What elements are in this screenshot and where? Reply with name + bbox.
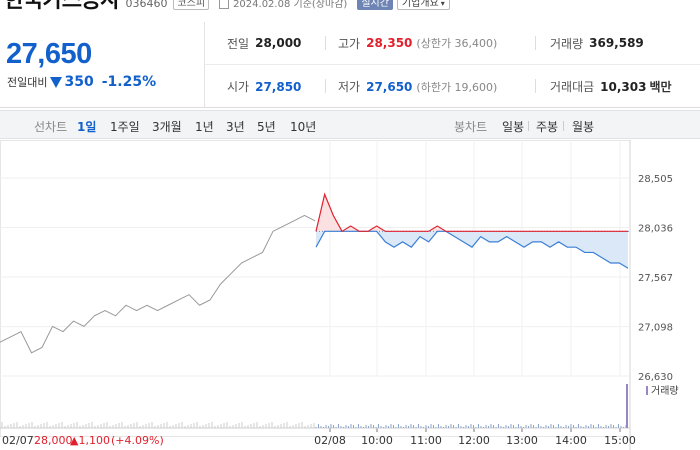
stat-unit: 백만 xyxy=(649,80,672,94)
candle-daily[interactable]: 일봉 xyxy=(502,120,525,134)
divider xyxy=(528,121,529,131)
stock-code: 036460 xyxy=(125,0,168,10)
period-3y[interactable]: 3년 xyxy=(226,120,245,134)
chart-toolbar: 선차트 1일 1주일 3개월 1년 3년 5년 10년 봉차트 일봉 주봉 월봉 xyxy=(0,110,700,139)
chevron-down-icon: ▾ xyxy=(440,0,445,8)
y-tick-label: 27,567 xyxy=(638,273,673,284)
divider xyxy=(325,79,326,93)
stat-sub: (상한가 36,400) xyxy=(416,37,498,50)
company-info-button[interactable]: 기업개요 ▾ xyxy=(396,0,450,10)
title-strip: 한국가스공사 036460 코스피 2024.02.08 기준(장마감) 실시간… xyxy=(0,0,700,14)
stat-prev-close: 전일 28,000 xyxy=(227,35,301,52)
volume-legend-swatch xyxy=(646,386,648,395)
stat-value: 28,350 xyxy=(366,36,413,50)
stat-amount: 거래대금 10,303 백만 xyxy=(550,78,672,95)
y-tick-label: 28,036 xyxy=(638,224,673,235)
period-10y[interactable]: 10년 xyxy=(290,120,317,134)
period-3m[interactable]: 3개월 xyxy=(152,120,182,134)
y-tick-label: 26,630 xyxy=(638,372,673,383)
date-text: 2024.02.08 기준(장마감) xyxy=(233,0,348,10)
divider xyxy=(535,79,536,93)
stat-value: 27,650 xyxy=(366,79,413,94)
prev-pct-label: (+4.09%) xyxy=(111,434,164,447)
today-line-above xyxy=(315,192,628,233)
divider xyxy=(535,36,536,50)
above-reference-area xyxy=(316,194,628,232)
x-tick-label: 10:00 xyxy=(361,434,393,447)
stat-open: 시가 27,850 xyxy=(227,78,301,95)
divider xyxy=(325,36,326,50)
candle-weekly[interactable]: 주봉 xyxy=(536,120,559,134)
realtime-button[interactable]: 실시간 xyxy=(357,0,393,10)
chart-frame xyxy=(0,140,631,437)
prev-date-label: 02/07 xyxy=(2,434,34,447)
stat-value: 28,000 xyxy=(255,36,302,50)
candle-chart-label: 봉차트 xyxy=(454,120,488,134)
stat-value: 369,589 xyxy=(589,36,644,50)
candle-monthly[interactable]: 월봉 xyxy=(572,120,595,134)
below-reference-area xyxy=(316,231,628,269)
stat-label: 고가 xyxy=(338,36,361,51)
stats-row-1: 전일 28,000 고가 28,350 (상한가 36,400) 거래량 369… xyxy=(205,22,700,65)
x-tick-label: 12:00 xyxy=(458,434,490,447)
calendar-icon xyxy=(219,0,230,9)
y-tick-label: 27,098 xyxy=(638,323,673,334)
divider xyxy=(563,121,564,131)
price-chart[interactable]: 28,505 28,036 27,567 27,098 26,630 02/08 10:00… xyxy=(0,140,700,450)
x-tick-label: 11:00 xyxy=(410,434,442,447)
stat-high: 고가 28,350 (상한가 36,400) xyxy=(338,35,497,52)
change-row: 전일대비 350 -1.25% xyxy=(7,74,156,90)
stat-value: 10,303 xyxy=(600,79,647,94)
stats-panel: 전일 28,000 고가 28,350 (상한가 36,400) 거래량 369… xyxy=(205,22,700,108)
stat-label: 거래량 xyxy=(550,36,584,51)
chart-area[interactable]: 28,505 28,036 27,567 27,098 26,630 02/08 10:00… xyxy=(0,140,700,450)
stat-volume: 거래량 369,589 xyxy=(550,35,644,52)
period-1d[interactable]: 1일 xyxy=(77,120,97,134)
stat-value: 27,850 xyxy=(255,79,302,94)
period-1w[interactable]: 1주일 xyxy=(110,120,140,134)
change-percent: -1.25% xyxy=(101,74,157,90)
price-block: 27,650 전일대비 350 -1.25% xyxy=(0,22,205,108)
volume-legend-label: 거래량 xyxy=(651,385,679,397)
stat-label: 시가 xyxy=(227,80,250,94)
prev-close-label: 28,000 xyxy=(34,434,73,447)
stat-label: 거래대금 xyxy=(550,80,595,94)
x-tick-label: 15:00 xyxy=(604,434,636,447)
prev-day-line xyxy=(0,214,316,354)
stock-name: 한국가스공사 xyxy=(4,0,120,13)
y-tick-label: 28,505 xyxy=(638,174,673,185)
period-1y[interactable]: 1년 xyxy=(195,120,214,134)
down-arrow-icon xyxy=(50,76,63,88)
stat-sub: (하한가 19,600) xyxy=(416,80,498,94)
stat-label: 전일 xyxy=(227,36,250,51)
x-tick-label: 02/08 xyxy=(314,434,346,447)
x-tick-label: 13:00 xyxy=(506,434,538,447)
change-value: 350 xyxy=(64,74,94,90)
stat-label: 저가 xyxy=(338,80,361,94)
period-5y[interactable]: 5년 xyxy=(257,120,276,134)
line-chart-label: 선차트 xyxy=(34,120,68,134)
company-info-label: 기업개요 xyxy=(401,0,439,9)
change-label: 전일대비 xyxy=(7,76,48,89)
stats-row-2: 시가 27,850 저가 27,650 (하한가 19,600) 거래대금 10… xyxy=(205,65,700,108)
price-summary: 27,650 전일대비 350 -1.25% 전일 28,000 고가 28,3… xyxy=(0,22,700,108)
current-price: 27,650 xyxy=(6,38,92,70)
stat-low: 저가 27,650 (하한가 19,600) xyxy=(338,78,497,95)
prev-change-label: ▲1,100 xyxy=(70,434,110,447)
x-tick-label: 14:00 xyxy=(555,434,587,447)
market-badge: 코스피 xyxy=(173,0,210,10)
